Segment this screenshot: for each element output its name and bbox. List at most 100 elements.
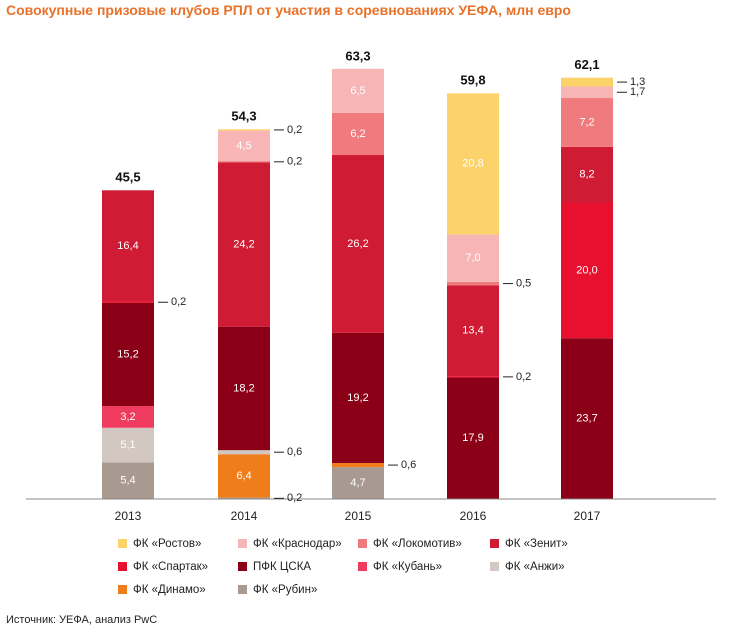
segment-label: 5,1	[120, 439, 135, 451]
bar-segment-2017-5	[561, 202, 613, 339]
segment-label-outside: 0,2	[287, 124, 302, 136]
labels-layer: 5,4 5,1 3,2 15,2 0,2 16,4 45,5 2013 0,2 6,4 0,6 18,…	[115, 48, 646, 523]
x-tick-label: 2017	[574, 509, 601, 523]
legend-swatch	[238, 562, 247, 571]
segment-label: 5,4	[120, 475, 135, 487]
segment-label: 15,2	[117, 348, 138, 360]
bar-segment-2013-2	[102, 427, 154, 463]
chart-title: Совокупные призовые клубов РПЛ от участи…	[6, 2, 571, 18]
legend-item: ФК «Рубин»	[238, 584, 317, 598]
legend-swatch	[358, 539, 367, 548]
legend-label: ФК «Краснодар»	[253, 538, 342, 550]
segment-label-outside: 1,7	[630, 86, 645, 98]
bar-segment-2013-0	[102, 462, 154, 499]
bar-segment-2016-4	[447, 377, 499, 499]
segment-label-outside: 0,2	[287, 492, 302, 504]
x-tick-label: 2014	[231, 509, 258, 523]
bar-segment-2017-8	[561, 86, 613, 99]
legend-swatch	[118, 539, 127, 548]
bar-segment-2016-6	[447, 285, 499, 377]
legend-item: ФК «Ростов»	[118, 538, 201, 552]
bar-total-2013: 45,5	[115, 170, 140, 185]
segment-label: 17,9	[462, 432, 483, 444]
legend-item: ФК «Зенит»	[490, 538, 568, 552]
segment-label-outside: 0,2	[516, 371, 531, 383]
segment-label: 4,7	[350, 477, 365, 489]
legend-label: ФК «Зенит»	[505, 538, 568, 550]
segment-label-outside: 0,2	[171, 296, 186, 308]
bar-segment-2016-8	[447, 234, 499, 282]
bar-segment-2014-0	[218, 497, 270, 499]
bar-segment-2017-7	[561, 98, 613, 147]
bar-total-2017: 62,1	[574, 57, 599, 72]
bar-segment-2015-0	[332, 467, 384, 499]
legend-item: ФК «Локомотив»	[358, 538, 462, 552]
segment-label: 4,5	[236, 140, 251, 152]
source-note: Источник: УЕФА, анализ PwC	[6, 614, 158, 626]
legend-label: ФК «Динамо»	[133, 584, 206, 596]
bar-segment-2015-7	[332, 112, 384, 156]
legend-label: ФК «Локомотив»	[373, 538, 462, 550]
bar-segment-2017-9	[561, 77, 613, 87]
bar-total-2014: 54,3	[231, 109, 256, 124]
legend-label: ФК «Кубань»	[373, 561, 443, 573]
segment-label: 13,4	[462, 325, 483, 337]
bar-segment-2015-6	[332, 155, 384, 333]
x-tick-label: 2016	[460, 509, 487, 523]
bar-segment-2014-8	[218, 130, 270, 162]
segment-label: 26,2	[347, 238, 368, 250]
bar-segment-2014-4	[218, 326, 270, 451]
bar-segment-2014-1	[218, 454, 270, 498]
legend-item: ФК «Динамо»	[118, 584, 206, 598]
segment-label: 6,4	[236, 470, 251, 482]
legend-label: ФК «Спартак»	[133, 561, 209, 573]
legend-swatch	[118, 585, 127, 594]
legend-label: ФК «Рубин»	[253, 584, 318, 596]
segment-label: 20,8	[462, 158, 483, 170]
x-tick-label: 2015	[345, 509, 372, 523]
segment-label: 6,2	[350, 128, 365, 140]
bar-segment-2013-3	[102, 406, 154, 428]
segment-label: 24,2	[233, 238, 254, 250]
legend-item: ФК «Кубань»	[358, 561, 442, 575]
segment-label: 7,2	[579, 116, 594, 128]
segment-label: 19,2	[347, 392, 368, 404]
legend-item: ФК «Спартак»	[118, 561, 208, 575]
segment-label: 7,0	[465, 252, 480, 264]
segment-label-outside: 0,6	[287, 446, 302, 458]
bar-segment-2015-1	[332, 463, 384, 468]
segment-label: 20,0	[576, 264, 597, 276]
bar-segment-2014-6	[218, 162, 270, 327]
bar-segment-2016-5	[447, 376, 499, 378]
bar-segment-2017-4	[561, 338, 613, 499]
bar-segment-2013-4	[102, 302, 154, 407]
bar-segment-2014-2	[218, 450, 270, 455]
bar-segment-2015-4	[332, 332, 384, 464]
segment-label: 16,4	[117, 240, 138, 252]
bar-segment-2016-7	[447, 281, 499, 286]
segment-label: 8,2	[579, 169, 594, 181]
segment-label: 23,7	[576, 413, 597, 425]
bar-segment-2013-6	[102, 190, 154, 302]
legend-swatch	[490, 539, 499, 548]
bar-total-2015: 63,3	[345, 48, 370, 63]
segment-label-outside: 0,6	[401, 459, 416, 471]
segment-label: 3,2	[120, 411, 135, 423]
segment-label: 18,2	[233, 382, 254, 394]
bar-segment-2015-8	[332, 68, 384, 113]
segment-label-outside: 0,2	[287, 156, 302, 168]
legend-label: ФК «Ростов»	[133, 538, 202, 550]
legend-swatch	[490, 562, 499, 571]
legend-label: ПФК ЦСКА	[253, 561, 312, 573]
legend-item: ФК «Краснодар»	[238, 538, 342, 552]
bar-total-2016: 59,8	[460, 73, 485, 88]
legend-swatch	[238, 539, 247, 548]
bar-segment-2016-9	[447, 93, 499, 235]
legend-item: ПФК ЦСКА	[238, 561, 311, 575]
bar-segment-2014-7	[218, 161, 270, 163]
legend-swatch	[118, 562, 127, 571]
bar-segment-2013-5	[102, 301, 154, 303]
bar-segment-2017-6	[561, 146, 613, 203]
legend-label: ФК «Анжи»	[505, 561, 565, 573]
